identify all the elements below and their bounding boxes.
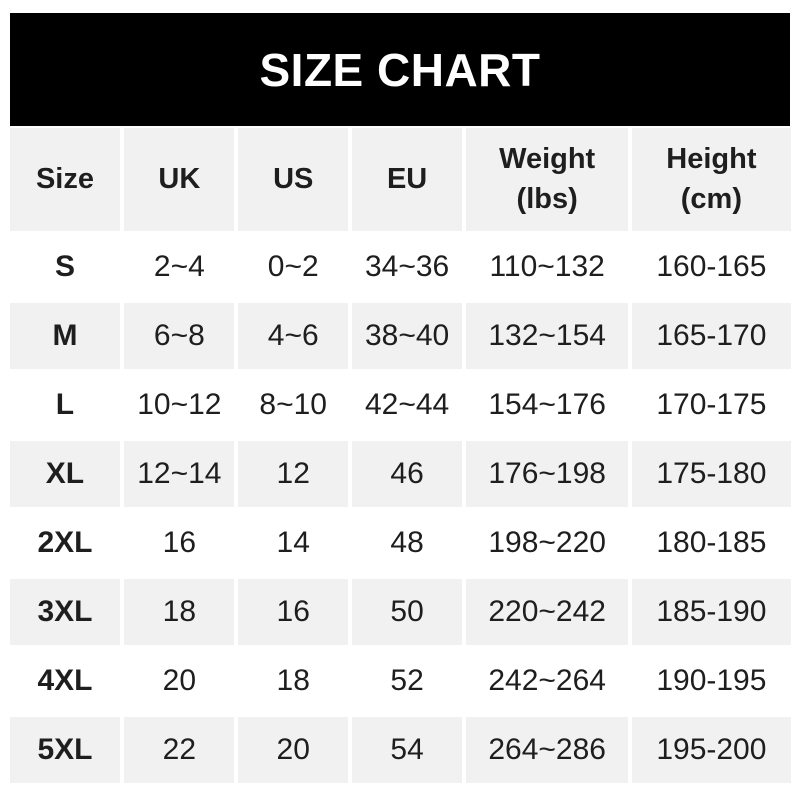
table-row-2xl: 2XL 16 14 48 198~220 180-185 [9, 510, 791, 576]
table-cell-eu: 34~36 [352, 234, 463, 300]
table-cell-uk: 2~4 [124, 234, 235, 300]
page-title: SIZE CHART [259, 43, 541, 96]
table-row-4xl: 4XL 20 18 52 242~264 190-195 [9, 648, 791, 714]
table-cell-height: 185-190 [632, 579, 791, 645]
table-cell-weight: 242~264 [466, 648, 629, 714]
table-cell-weight: 154~176 [466, 372, 629, 438]
header-cell-uk: UK [124, 128, 235, 231]
size-label: XL [9, 441, 121, 507]
table-cell-weight: 264~286 [466, 717, 629, 783]
table-row-3xl: 3XL 18 16 50 220~242 185-190 [9, 579, 791, 645]
table-cell-eu: 42~44 [352, 372, 463, 438]
table-cell-weight: 198~220 [466, 510, 629, 576]
header-cell-eu: EU [352, 128, 463, 231]
table-cell-uk: 6~8 [124, 303, 235, 369]
table-cell-uk: 12~14 [124, 441, 235, 507]
table-cell-uk: 20 [124, 648, 235, 714]
table-cell-weight: 176~198 [466, 441, 629, 507]
table-cell-height: 175-180 [632, 441, 791, 507]
size-label: S [9, 234, 121, 300]
size-chart-banner: SIZE CHART [10, 13, 790, 126]
table-row-m: M 6~8 4~6 38~40 132~154 165-170 [9, 303, 791, 369]
table-cell-weight: 110~132 [466, 234, 629, 300]
table-cell-uk: 10~12 [124, 372, 235, 438]
header-cell-us: US [238, 128, 349, 231]
table-cell-eu: 46 [352, 441, 463, 507]
table-cell-height: 170-175 [632, 372, 791, 438]
size-label: 2XL [9, 510, 121, 576]
table-row-s: S 2~4 0~2 34~36 110~132 160-165 [9, 234, 791, 300]
size-label: 3XL [9, 579, 121, 645]
table-cell-eu: 52 [352, 648, 463, 714]
table-cell-height: 190-195 [632, 648, 791, 714]
table-cell-us: 4~6 [238, 303, 349, 369]
table-cell-height: 160-165 [632, 234, 791, 300]
size-label: M [9, 303, 121, 369]
table-cell-us: 20 [238, 717, 349, 783]
table-cell-weight: 220~242 [466, 579, 629, 645]
size-label: 5XL [9, 717, 121, 783]
header-cell-size: Size [9, 128, 121, 231]
header-cell-height: Height (cm) [632, 128, 791, 231]
table-cell-eu: 38~40 [352, 303, 463, 369]
table-cell-us: 0~2 [238, 234, 349, 300]
table-cell-us: 18 [238, 648, 349, 714]
table-cell-us: 8~10 [238, 372, 349, 438]
table-cell-eu: 50 [352, 579, 463, 645]
table-cell-uk: 16 [124, 510, 235, 576]
header-cell-weight: Weight (lbs) [466, 128, 629, 231]
table-cell-height: 180-185 [632, 510, 791, 576]
size-label: 4XL [9, 648, 121, 714]
table-cell-uk: 22 [124, 717, 235, 783]
table-cell-uk: 18 [124, 579, 235, 645]
table-cell-height: 195-200 [632, 717, 791, 783]
table-cell-eu: 54 [352, 717, 463, 783]
table-row-5xl: 5XL 22 20 54 264~286 195-200 [9, 717, 791, 783]
table-row-l: L 10~12 8~10 42~44 154~176 170-175 [9, 372, 791, 438]
table-cell-us: 16 [238, 579, 349, 645]
size-label: L [9, 372, 121, 438]
table-header-row: Size UK US EU Weight (lbs) Height (cm) [9, 128, 791, 231]
table-cell-eu: 48 [352, 510, 463, 576]
table-cell-height: 165-170 [632, 303, 791, 369]
table-row-xl: XL 12~14 12 46 176~198 175-180 [9, 441, 791, 507]
table-cell-us: 12 [238, 441, 349, 507]
size-chart-table: Size UK US EU Weight (lbs) Height (cm) S… [6, 125, 795, 786]
table-cell-weight: 132~154 [466, 303, 629, 369]
table-cell-us: 14 [238, 510, 349, 576]
